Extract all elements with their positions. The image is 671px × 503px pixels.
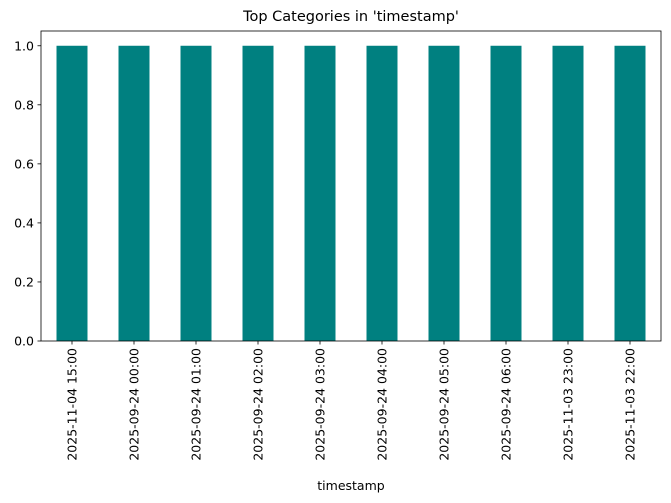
x-tick-label: 2025-09-24 04:00 (375, 348, 390, 461)
bar (428, 45, 460, 342)
x-tick-label: 2025-11-03 23:00 (561, 348, 576, 461)
plot-frame (40, 30, 662, 342)
x-axis-label: timestamp (317, 478, 384, 493)
x-tick-label: 2025-11-04 15:00 (65, 348, 80, 461)
y-tick-label: 0.8 (14, 97, 34, 112)
chart-title: Top Categories in 'timestamp' (242, 9, 459, 25)
x-tick-label: 2025-09-24 06:00 (499, 348, 514, 461)
x-tick-label: 2025-09-24 02:00 (251, 348, 266, 461)
bar (242, 45, 274, 342)
y-tick-label: 0.2 (14, 274, 34, 289)
bar (366, 45, 398, 342)
plot-area (40, 30, 662, 342)
y-tick-label: 0.6 (14, 156, 34, 171)
x-tick-label: 2025-09-24 00:00 (127, 348, 142, 461)
x-tick-label: 2025-09-24 03:00 (313, 348, 328, 461)
y-tick-label: 0.4 (14, 215, 34, 230)
y-axis: 0.0 0.2 0.4 0.6 0.8 1.0 (14, 38, 41, 349)
y-tick-label: 0.0 (14, 334, 34, 349)
bar (118, 45, 150, 342)
x-tick-label: 2025-09-24 01:00 (189, 348, 204, 461)
x-tick-label: 2025-11-03 22:00 (623, 348, 638, 461)
bar (56, 45, 88, 342)
x-tick-label: 2025-09-24 05:00 (437, 348, 452, 461)
bar (180, 45, 212, 342)
bar (552, 45, 584, 342)
bar (614, 45, 646, 342)
bar (490, 45, 522, 342)
bar (304, 45, 336, 342)
x-axis: 2025-11-04 15:00 2025-09-24 00:00 2025-09-… (65, 341, 638, 461)
y-tick-label: 1.0 (14, 38, 34, 53)
